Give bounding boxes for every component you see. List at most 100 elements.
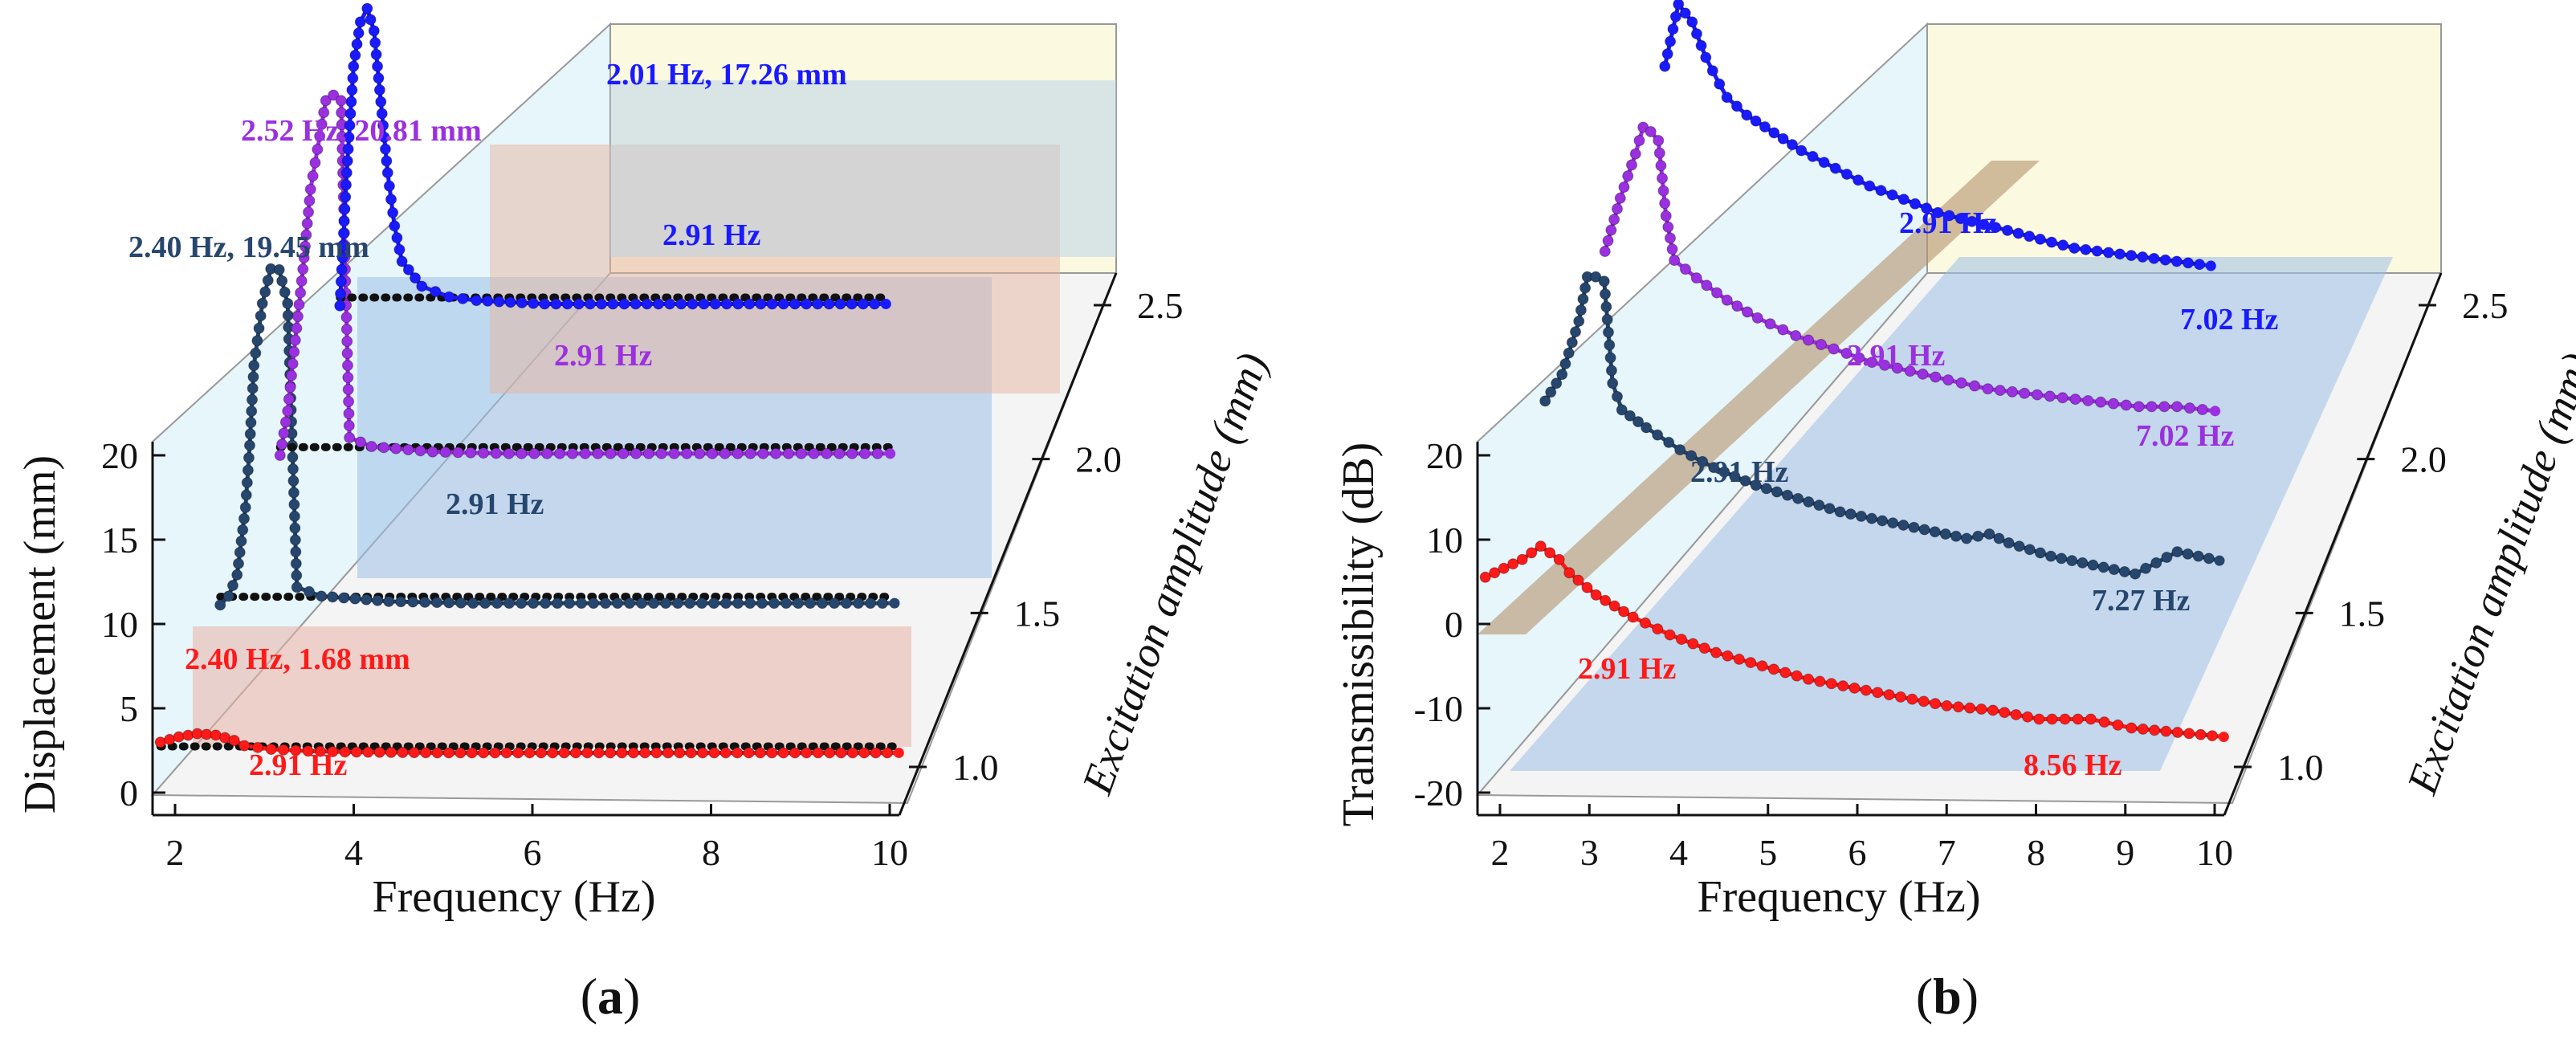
data-point — [242, 477, 252, 487]
data-point — [1623, 171, 1633, 181]
data-point — [340, 192, 351, 202]
data-point — [420, 597, 430, 607]
data-point — [443, 748, 454, 758]
data-point — [1962, 533, 1972, 544]
data-point — [801, 748, 812, 758]
data-point — [1498, 563, 1509, 573]
data-point — [1876, 186, 1886, 196]
data-point — [1645, 126, 1656, 137]
data-point — [733, 598, 744, 609]
data-point — [335, 300, 345, 311]
data-point — [339, 593, 349, 603]
data-point — [732, 448, 743, 459]
data-point — [2146, 402, 2157, 412]
data-point — [1746, 658, 1756, 668]
data-point — [1480, 572, 1490, 582]
data-point — [241, 490, 251, 500]
data-point — [247, 383, 258, 393]
data-point — [580, 448, 590, 459]
data-point — [789, 748, 800, 758]
data-point — [220, 732, 230, 743]
data-point — [384, 181, 394, 191]
data-point — [1994, 533, 2004, 544]
data-point — [1608, 378, 1618, 389]
data-point — [2109, 565, 2119, 575]
data-point — [698, 748, 708, 758]
y-tick-label: 5 — [120, 688, 138, 729]
data-point — [745, 598, 756, 609]
data-point — [336, 288, 346, 299]
data-point — [1563, 348, 1574, 358]
data-point — [1688, 638, 1698, 649]
x-tick-label: 5 — [1759, 832, 1777, 873]
data-point — [365, 14, 376, 25]
data-point — [649, 598, 659, 609]
data-point — [1919, 524, 1930, 535]
data-point — [555, 448, 565, 459]
data-point — [2024, 231, 2035, 242]
data-point — [744, 748, 754, 758]
figure: 2 4 6 8 10 05101520 1.01.52.02.5 2.40 Hz, 1.… — [0, 0, 2576, 1052]
jump-annotation: 2.91 Hz — [1847, 339, 1946, 373]
data-point — [342, 156, 353, 166]
data-point — [1660, 61, 1670, 71]
data-point — [813, 299, 823, 309]
data-point — [1791, 330, 1801, 340]
data-point — [2134, 402, 2144, 412]
data-point — [885, 448, 895, 459]
data-point — [342, 361, 353, 371]
end-annotation: 7.02 Hz — [2136, 419, 2235, 453]
data-point — [1601, 302, 1612, 312]
data-point — [865, 598, 875, 609]
data-point — [288, 475, 299, 486]
data-point — [291, 547, 301, 557]
data-point — [341, 168, 352, 178]
data-point — [304, 207, 314, 218]
z-tick-label: 1.0 — [952, 747, 999, 788]
data-point — [277, 439, 287, 450]
data-point — [719, 448, 730, 459]
data-point — [1605, 353, 1616, 363]
panel-b-back-wall — [1927, 24, 2441, 273]
data-point — [466, 447, 476, 458]
data-point — [1653, 136, 1664, 146]
data-point — [1826, 679, 1836, 689]
data-point — [408, 597, 418, 607]
data-point — [1835, 507, 1845, 517]
data-point — [1907, 694, 1918, 704]
data-point — [391, 443, 401, 454]
data-point — [1895, 691, 1906, 702]
data-point — [2184, 403, 2195, 414]
data-point — [2130, 569, 2141, 579]
data-point — [813, 748, 823, 758]
data-point — [2171, 256, 2182, 267]
data-point — [757, 598, 768, 609]
data-point — [1669, 255, 1680, 266]
data-point — [565, 598, 575, 609]
data-point — [236, 536, 247, 546]
data-point — [2007, 386, 2017, 397]
data-point — [403, 444, 414, 455]
data-point — [254, 323, 264, 333]
data-point — [1665, 36, 1676, 47]
data-point — [1943, 375, 1954, 385]
data-point — [1918, 696, 1929, 707]
data-point — [1884, 690, 1894, 700]
data-point — [348, 73, 358, 84]
data-point — [2138, 724, 2148, 734]
data-point — [1815, 676, 1825, 687]
end-annotation: 7.27 Hz — [2092, 584, 2191, 618]
data-point — [374, 747, 385, 757]
jump-annotation: 2.91 Hz — [1690, 455, 1789, 489]
data-point — [573, 299, 584, 309]
data-point — [665, 299, 675, 309]
data-point — [341, 180, 352, 190]
data-point — [1675, 445, 1685, 455]
data-point — [859, 748, 870, 758]
data-point — [1861, 685, 1871, 695]
y-tick-label: 20 — [101, 435, 138, 476]
data-point — [1673, 0, 1684, 10]
data-point — [2114, 249, 2125, 259]
data-point — [2035, 548, 2045, 558]
x-tick-label: 8 — [702, 832, 720, 873]
